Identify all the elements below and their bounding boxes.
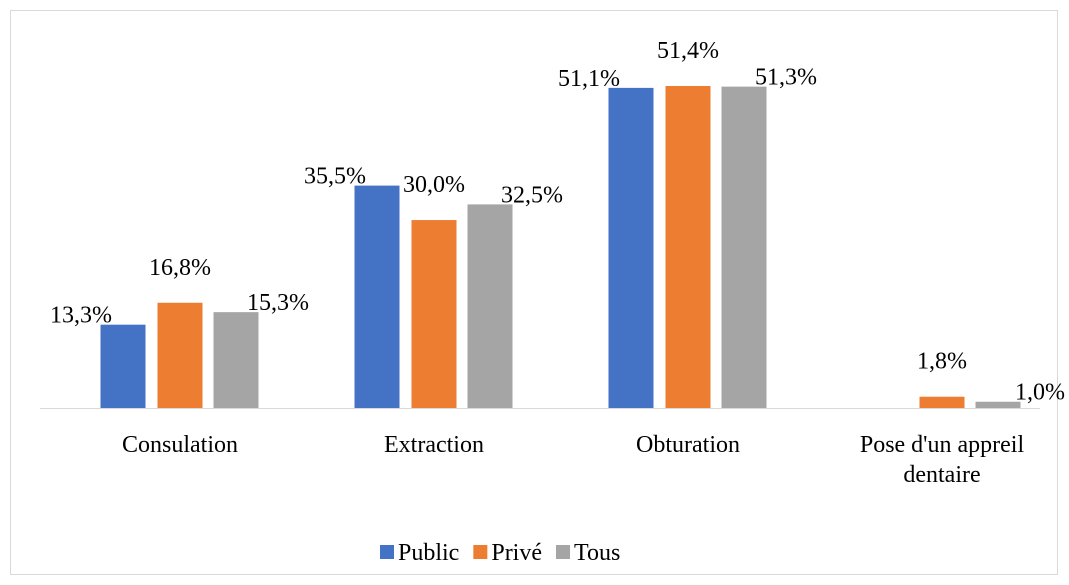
bar (411, 220, 457, 408)
bar (919, 396, 965, 408)
x-tick-label: Pose d'un appreil dentaire (859, 432, 1025, 488)
bar (100, 324, 146, 408)
bar (467, 204, 513, 408)
bar (665, 86, 711, 408)
data-label: 30,0% (403, 172, 465, 198)
bar (157, 302, 203, 408)
data-label: 51,4% (657, 38, 719, 64)
data-label: 32,5% (501, 182, 563, 208)
x-tick-label: Consulation (121, 432, 238, 458)
legend-swatch (473, 545, 488, 559)
legend-label: Tous (574, 540, 620, 566)
data-label: 51,3% (755, 65, 817, 91)
data-label: 51,1% (558, 66, 620, 92)
bar (975, 401, 1021, 408)
data-label: 35,5% (304, 164, 366, 190)
bar (213, 312, 259, 408)
legend-swatch (380, 545, 394, 559)
legend-label: Privé (491, 540, 542, 566)
bar (608, 87, 654, 408)
data-label: 1,0% (1015, 380, 1065, 406)
legend-label: Public (398, 540, 459, 566)
data-label: 13,3% (50, 303, 112, 329)
legend-swatch (556, 545, 571, 559)
data-label: 15,3% (247, 290, 309, 316)
x-tick-label: Obturation (636, 432, 740, 458)
data-label: 16,8% (149, 255, 211, 281)
bar (721, 86, 767, 408)
data-label: 1,8% (917, 349, 967, 375)
chart-border (10, 10, 1058, 575)
bar (354, 185, 400, 408)
x-tick-label: Extraction (384, 432, 484, 458)
